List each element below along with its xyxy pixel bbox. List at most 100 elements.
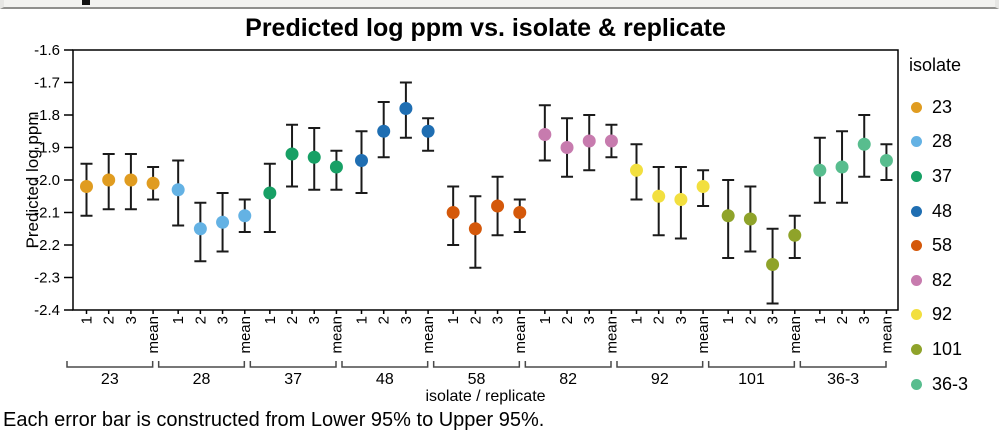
rep-label: mean xyxy=(787,316,804,354)
rep-label: 1 xyxy=(354,316,371,324)
data-point[interactable] xyxy=(835,160,849,174)
rep-label: 2 xyxy=(559,316,576,324)
data-point[interactable] xyxy=(238,209,252,223)
rep-label: 2 xyxy=(101,316,118,324)
rep-label: 1 xyxy=(720,316,737,324)
data-point[interactable] xyxy=(102,173,116,187)
chart-title: Predicted log ppm vs. isolate & replicat… xyxy=(245,14,726,42)
group-bracket xyxy=(707,361,796,368)
group-label: 101 xyxy=(738,371,765,388)
data-point[interactable] xyxy=(788,228,802,242)
y-tick-label: -2.1 xyxy=(34,205,60,222)
data-point[interactable] xyxy=(468,222,482,236)
rep-label: 2 xyxy=(284,316,301,324)
data-point[interactable] xyxy=(216,215,230,229)
data-point[interactable] xyxy=(582,134,596,148)
rep-label: mean xyxy=(328,316,345,354)
legend-item-label: 58 xyxy=(932,235,953,256)
legend-item[interactable]: 23 xyxy=(903,90,995,125)
legend: isolate 23 28 37 48 58 82 92 101 36-3 xyxy=(903,55,995,401)
rep-label: mean xyxy=(878,316,895,354)
rep-label: 1 xyxy=(537,316,554,324)
data-point[interactable] xyxy=(857,137,871,151)
data-point[interactable] xyxy=(377,124,391,138)
group-bracket xyxy=(66,361,154,368)
data-point[interactable] xyxy=(766,258,780,271)
legend-dot-icon xyxy=(911,309,922,321)
legend-item-label: 101 xyxy=(932,338,963,359)
rep-label: 2 xyxy=(376,316,393,324)
rep-label: mean xyxy=(695,316,712,354)
data-point[interactable] xyxy=(879,154,893,167)
error-bar-caption: Each error bar is constructed from Lower… xyxy=(3,409,545,431)
data-point[interactable] xyxy=(674,193,688,206)
data-point[interactable] xyxy=(446,206,460,219)
group-bracket xyxy=(249,361,337,368)
data-point[interactable] xyxy=(560,141,574,154)
legend-item[interactable]: 92 xyxy=(903,298,995,333)
rep-label: 3 xyxy=(215,316,232,324)
rep-label: 3 xyxy=(490,316,507,324)
window-chrome-strip xyxy=(0,0,999,9)
rep-label: mean xyxy=(603,316,620,354)
data-point[interactable] xyxy=(307,150,321,164)
data-point[interactable] xyxy=(538,128,552,141)
legend-item-label: 23 xyxy=(932,96,953,117)
group-bracket xyxy=(157,361,246,368)
data-point[interactable] xyxy=(491,199,505,213)
rep-label: 1 xyxy=(262,316,279,324)
group-bracket xyxy=(524,361,612,368)
rep-label: mean xyxy=(237,316,254,354)
legend-item[interactable]: 37 xyxy=(903,159,995,194)
rep-label: 1 xyxy=(170,316,187,324)
data-point[interactable] xyxy=(399,102,413,115)
data-point[interactable] xyxy=(171,183,185,197)
legend-title: isolate xyxy=(909,55,962,75)
legend-item[interactable]: 36-3 xyxy=(903,367,995,402)
rep-label: mean xyxy=(420,316,437,354)
rep-label: 3 xyxy=(673,316,690,324)
plot-frame xyxy=(72,49,899,311)
group-label: 23 xyxy=(101,371,119,388)
rep-label: 2 xyxy=(742,316,759,324)
group-label: 82 xyxy=(559,371,577,388)
data-point[interactable] xyxy=(813,163,827,177)
group-label: 92 xyxy=(651,371,669,388)
rep-label: 2 xyxy=(651,316,668,324)
rep-label: mean xyxy=(512,316,529,354)
data-point[interactable] xyxy=(696,180,710,193)
data-point[interactable] xyxy=(285,147,299,161)
data-point[interactable] xyxy=(630,163,643,177)
legend-dot-icon xyxy=(911,378,922,390)
data-point[interactable] xyxy=(421,124,435,138)
legend-item[interactable]: 28 xyxy=(903,125,995,160)
legend-item[interactable]: 48 xyxy=(903,194,995,229)
legend-item[interactable]: 82 xyxy=(903,263,995,298)
data-point[interactable] xyxy=(604,134,618,148)
rep-label: 1 xyxy=(629,316,646,324)
y-axis-title: Predicted log ppm xyxy=(23,111,42,248)
legend-dot-icon xyxy=(911,240,922,252)
data-point[interactable] xyxy=(721,209,735,223)
data-point[interactable] xyxy=(355,154,368,167)
data-point[interactable] xyxy=(80,180,93,193)
legend-item-label: 28 xyxy=(932,131,953,152)
legend-item[interactable]: 58 xyxy=(903,228,995,263)
rep-label: 3 xyxy=(856,316,873,324)
legend-dot-icon xyxy=(911,170,922,182)
data-point[interactable] xyxy=(652,189,666,203)
data-point[interactable] xyxy=(329,160,343,174)
rep-label: 3 xyxy=(306,316,323,324)
data-point[interactable] xyxy=(193,222,207,236)
legend-items: 23 28 37 48 58 82 92 101 36-3 xyxy=(903,86,995,401)
legend-item-label: 92 xyxy=(932,304,953,325)
data-point[interactable] xyxy=(743,212,757,226)
legend-item[interactable]: 101 xyxy=(903,332,995,367)
data-point[interactable] xyxy=(146,176,160,190)
data-point[interactable] xyxy=(513,206,527,219)
rep-label: 3 xyxy=(398,316,415,324)
data-point[interactable] xyxy=(263,186,277,200)
group-label: 28 xyxy=(193,371,211,388)
data-point[interactable] xyxy=(124,173,138,187)
rep-label: 3 xyxy=(581,316,598,324)
